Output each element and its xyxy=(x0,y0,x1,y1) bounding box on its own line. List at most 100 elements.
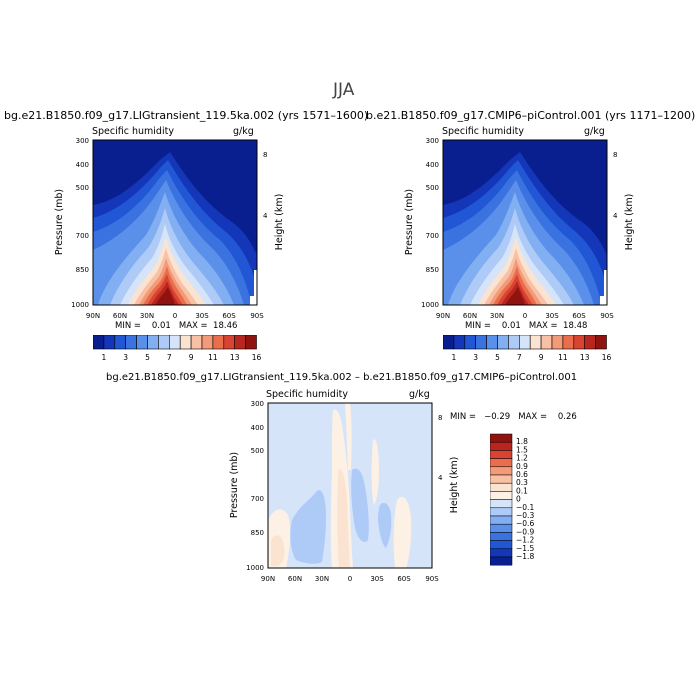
colorbar-diff-label-10: −0.6 xyxy=(516,519,534,528)
colorbar-panel1-label-1: 3 xyxy=(123,353,128,362)
panel3-positive-column-1 xyxy=(330,409,353,568)
panel1-stats: MIN = 0.01 MAX = 18.46 xyxy=(115,321,237,331)
colorbar-panel2-label-2: 5 xyxy=(495,353,500,362)
panel3-axes: 300 400 500 700 850 1000 xyxy=(246,400,264,572)
colorbar-panel1-label-4: 9 xyxy=(189,353,194,362)
colorbar-diff-swatch-3 xyxy=(490,458,513,468)
colorbar-panel2-swatch-11 xyxy=(562,335,575,350)
panel3-ytick-1000: 1000 xyxy=(246,564,264,572)
panel2-height-tick-4: 4 xyxy=(613,212,618,220)
panel1-ytick-850: 850 xyxy=(76,266,89,274)
colorbar-panel2-swatch-5 xyxy=(497,335,509,350)
panel2-frame xyxy=(442,139,608,306)
colorbar-diff-swatch-11 xyxy=(490,523,513,533)
panel2-contour-8 xyxy=(478,236,556,305)
panel1-contour-6 xyxy=(110,208,224,305)
panel2-ytick-300: 300 xyxy=(426,137,439,145)
colorbar-diff-label-8: −0.1 xyxy=(516,503,534,512)
colorbar-diff-swatch-15 xyxy=(490,556,513,566)
colorbar-panel1-swatch-0 xyxy=(93,335,105,350)
colorbar-panel2-label-0: 1 xyxy=(452,353,457,362)
panel3-xtick-90N: 90N xyxy=(261,575,275,583)
panel2-contours xyxy=(443,152,607,305)
panel1-ylabel: Pressure (mb) xyxy=(54,189,65,255)
panel2-xtick-30S: 30S xyxy=(545,312,559,320)
panel2-xtick-0: 0 xyxy=(523,312,527,320)
colorbar-diff-label-13: −1.5 xyxy=(516,544,534,553)
panel2-y2label: Height (km) xyxy=(624,194,635,251)
panel2-contour-13 xyxy=(501,281,529,305)
panel1-ytick-300: 300 xyxy=(76,137,89,145)
panel3-positive-streak-1 xyxy=(345,403,352,470)
panel1-contour-7 xyxy=(120,224,214,305)
panel1-ytick-500: 500 xyxy=(76,184,89,192)
panel1-contour-8 xyxy=(128,236,206,305)
colorbar-diff-label-14: −1.8 xyxy=(516,552,534,561)
panel1-contour-2 xyxy=(93,160,255,305)
colorbar-panel1-swatch-9 xyxy=(190,335,203,350)
panel3-negative-south xyxy=(378,502,392,548)
panel1-title: bg.e21.B1850.f09_g17.LIGtransient_119.5k… xyxy=(4,109,369,122)
panel2-contour-6 xyxy=(460,208,574,305)
panel3-positive-streak-2 xyxy=(371,439,379,505)
panel3-right-ticks: 8 4 xyxy=(438,414,443,482)
panel1-contour-11 xyxy=(143,266,187,305)
colorbar-panel2: 1 3 5 7 9 11 13 16 xyxy=(443,335,611,362)
colorbar-diff-swatch-13 xyxy=(490,540,513,550)
panel2-contour-1 xyxy=(443,152,607,305)
colorbar-panel2-swatch-10 xyxy=(551,335,564,350)
panel1-height-tick-8: 8 xyxy=(263,151,267,159)
colorbar-panel1-swatch-11 xyxy=(212,335,225,350)
panel2-axes: 300 400 500 700 850 1000 xyxy=(421,137,439,309)
panel1-contour-13 xyxy=(151,281,179,305)
colorbar-panel2-swatch-4 xyxy=(486,335,498,350)
panel1-xtick-90S: 90S xyxy=(250,312,264,320)
panel1-xtick-30S: 30S xyxy=(195,312,209,320)
panel2-xtick-60N: 60N xyxy=(463,312,477,320)
panel3-xticks: 90N 60N 30N 0 30S 60S 90S xyxy=(261,575,439,583)
panel2-xtick-30N: 30N xyxy=(490,312,504,320)
colorbar-diff-label-12: −1.2 xyxy=(516,536,534,545)
panel1-missing-region xyxy=(250,270,257,305)
panel1-contour-1 xyxy=(93,152,257,305)
panel3-xtick-0: 0 xyxy=(348,575,352,583)
colorbar-panel2-swatch-13 xyxy=(584,335,596,350)
panel3-height-tick-8: 8 xyxy=(438,414,442,422)
panel1-xtick-60N: 60N xyxy=(113,312,127,320)
colorbar-panel1-swatch-10 xyxy=(201,335,214,350)
panel3-right-label: g/kg xyxy=(409,389,430,400)
panel1-contour-14 xyxy=(155,287,175,305)
colorbar-diff-label-5: 0.3 xyxy=(516,478,528,487)
panel1-xtick-0: 0 xyxy=(173,312,177,320)
colorbar-diff-label-7: 0 xyxy=(516,495,521,504)
panel3-ytick-300: 300 xyxy=(251,400,264,408)
colorbar-panel1-label-5: 11 xyxy=(208,353,218,362)
colorbar-diff-label-4: 0.6 xyxy=(516,470,528,479)
panel2-contour-12 xyxy=(497,274,533,305)
panel2-contour-5 xyxy=(448,192,584,305)
panel3-stats: MIN = −0.29 MAX = 0.26 xyxy=(450,412,577,422)
panel1-contour-10 xyxy=(139,258,192,305)
panel1-ytick-700: 700 xyxy=(76,232,89,240)
panel2-ytick-400: 400 xyxy=(426,161,439,169)
panel1-contour-4 xyxy=(93,180,244,305)
panel2-height-tick-8: 8 xyxy=(613,151,617,159)
panel3-xtick-60N: 60N xyxy=(288,575,302,583)
panel2-contour-11 xyxy=(493,266,537,305)
panel2-contour-10 xyxy=(489,258,542,305)
colorbar-diff-label-6: 0.1 xyxy=(516,486,528,495)
panel1-right-label: g/kg xyxy=(233,126,254,137)
colorbar-diff-label-11: −0.9 xyxy=(516,527,534,536)
panel3-ytick-700: 700 xyxy=(251,495,264,503)
colorbar-panel1-label-0: 1 xyxy=(102,353,107,362)
panel3-title: bg.e21.B1850.f09_g17.LIGtransient_119.5k… xyxy=(106,372,578,383)
panel3-left-label: Specific humidity xyxy=(266,389,348,400)
panel3-positive-east xyxy=(393,496,412,568)
colorbar-panel2-swatch-3 xyxy=(475,335,487,350)
colorbar-diff-swatch-9 xyxy=(490,507,513,517)
colorbar-panel1-label-6: 13 xyxy=(230,353,240,362)
colorbar-diff-swatch-2 xyxy=(490,450,513,459)
colorbar-diff-label-3: 0.9 xyxy=(516,462,528,471)
panel2-background xyxy=(443,140,607,305)
colorbar-panel1: 1 3 5 7 9 11 13 16 xyxy=(93,335,261,362)
